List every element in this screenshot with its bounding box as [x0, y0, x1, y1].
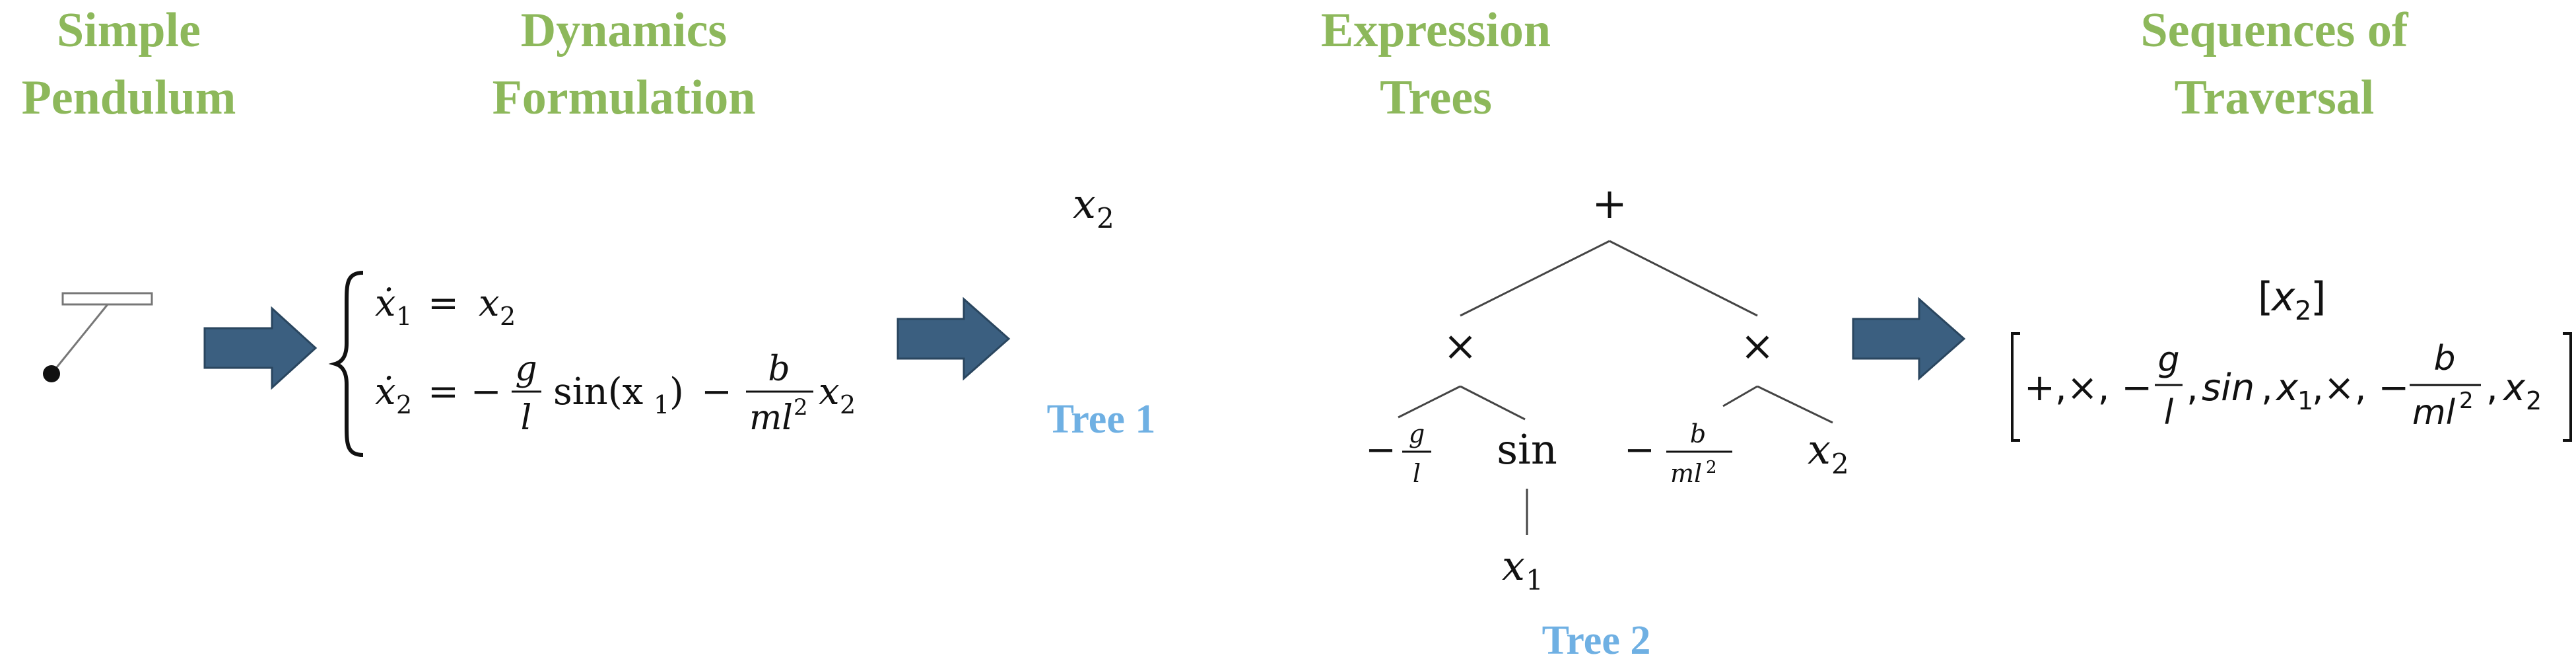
- eq1-lhs-sub: 1: [396, 302, 412, 331]
- pendulum-rod: [50, 304, 109, 374]
- tree2-leaf-sin: sin: [1497, 425, 1557, 473]
- pendulum-icon: [43, 292, 153, 382]
- seq2-plus-times-minus: +,×, −: [2024, 367, 2152, 409]
- eq2-frac2-den-sup: 2: [794, 394, 808, 421]
- equation-1: ẋ 1 = x 2: [375, 282, 516, 331]
- header-simple-pendulum-line1: Simple: [57, 3, 201, 57]
- eq2-tail: x: [819, 370, 840, 413]
- header-simple-pendulum: Simple Pendulum: [22, 3, 236, 125]
- eq1-lhs: ẋ: [375, 282, 396, 325]
- tree2-leaf-g-over-l: − g l: [1365, 419, 1431, 488]
- seq2-sin: sin: [2202, 367, 2254, 409]
- seq2-close-bracket: [2563, 332, 2572, 442]
- header-sequences-line2: Traversal: [2175, 71, 2375, 125]
- header-dynamics-line1: Dynamics: [521, 3, 727, 57]
- left-brace: [328, 271, 364, 457]
- arrow-icon-3: [1852, 297, 1966, 381]
- tree2-leaf-b-num: b: [1690, 419, 1706, 448]
- eq2-frac2-num: b: [768, 349, 790, 389]
- seq2-x1-sub: 1: [2297, 386, 2313, 415]
- eq2-minus: −: [701, 370, 732, 413]
- seq2-x2: x: [2502, 367, 2526, 409]
- seq2-frac2-num: b: [2433, 339, 2455, 378]
- equation-2: ẋ 2 = − g l sin(x 1 ) − b ml 2 x 2: [375, 349, 856, 438]
- tree2-root-plus: +: [1592, 180, 1627, 228]
- seq1-x: x: [2270, 274, 2295, 320]
- pendulum-bob: [43, 365, 60, 382]
- tree2-left-times: ×: [1443, 322, 1477, 370]
- tree2-leaf-x1-sub: 1: [1526, 564, 1543, 596]
- header-simple-pendulum-line2: Pendulum: [22, 71, 236, 125]
- tree2-leaf-b-over-ml2: − b ml 2: [1624, 419, 1732, 488]
- tree2-leaf-b-minus: −: [1624, 429, 1655, 472]
- pendulum-pivot: [61, 292, 153, 306]
- tree2-right-times: ×: [1740, 322, 1775, 370]
- seq2-x1: x: [2275, 367, 2299, 409]
- header-expression-line1: Expression: [1321, 3, 1551, 57]
- header-dynamics-line2: Formulation: [492, 71, 756, 125]
- tree2-leaf-x2-sub: 2: [1831, 448, 1849, 480]
- tree2-leaf-g-num: g: [1409, 419, 1425, 448]
- seq2-frac2-den: ml: [2412, 393, 2456, 433]
- eq2-lhs-sub: 2: [396, 390, 412, 419]
- tree-2: + × × − g l sin x 1 − b ml 2 x 2 Tree 2: [1365, 180, 1849, 663]
- seq1-sub: 2: [2295, 296, 2311, 326]
- seq2-x2-sub: 2: [2526, 386, 2542, 415]
- tree2-label: Tree 2: [1542, 618, 1651, 663]
- sequence-1: [ x 2 ]: [2258, 274, 2326, 326]
- tree1-root-sub: 2: [1097, 202, 1114, 234]
- header-sequences-of-traversal: Sequences of Traversal: [2141, 3, 2409, 125]
- seq2-times-minus: ,×, −: [2312, 367, 2409, 409]
- tree1-root-x: x: [1073, 180, 1096, 228]
- eq2-sin-close: ): [669, 370, 684, 413]
- arrow-icon-1: [203, 306, 318, 390]
- sequence-2: +,×, − g l , sin , x 1 ,×, − b ml 2 , x …: [2011, 332, 2572, 442]
- eq2-frac1-num: g: [515, 349, 537, 389]
- seq2-comma-3: ,: [2486, 367, 2498, 409]
- eq2-lhs: ẋ: [375, 370, 396, 413]
- seq2-frac1-num: g: [2157, 340, 2179, 380]
- tree2-leaf-x2: x: [1808, 425, 1831, 473]
- eq2-frac1-den: l: [521, 398, 532, 438]
- eq2-tail-sub: 2: [840, 390, 856, 419]
- arrow-icon-2: [897, 297, 1011, 381]
- tree1-label: Tree 1: [1047, 397, 1156, 442]
- eq2-frac2-den: ml: [749, 398, 793, 438]
- seq1-open-bracket: [: [2258, 274, 2273, 320]
- seq2-comma-2: ,: [2261, 367, 2273, 409]
- header-sequences-line1: Sequences of: [2141, 3, 2409, 57]
- tree-1: x 2 Tree 1: [1047, 180, 1156, 442]
- tree2-leaf-b-den: ml: [1670, 459, 1702, 488]
- eq1-rhs-sub: 2: [500, 302, 516, 331]
- tree2-edges: [1398, 240, 1833, 535]
- seq2-frac2-den-sup: 2: [2459, 388, 2474, 414]
- tree2-leaf-g-den: l: [1413, 459, 1421, 488]
- seq2-open-bracket: [2011, 332, 2020, 442]
- eq1-rhs: x: [479, 282, 500, 325]
- eq1-equals: =: [428, 282, 459, 325]
- header-expression-trees: Expression Trees: [1321, 3, 1551, 125]
- dynamics-equations: ẋ 1 = x 2 ẋ 2 = − g l sin(x 1 ) − b ml 2…: [328, 271, 856, 457]
- seq2-frac1-den: l: [2164, 393, 2174, 433]
- eq2-sin-sub: 1: [654, 390, 669, 419]
- eq2-equals-minus: = −: [428, 370, 502, 413]
- header-dynamics-formulation: Dynamics Formulation: [492, 3, 756, 125]
- tree2-leaf-b-den-sup: 2: [1706, 458, 1717, 477]
- seq2-comma-1: ,: [2186, 367, 2198, 409]
- eq2-sin: sin(x: [553, 370, 643, 413]
- seq1-close-bracket: ]: [2311, 274, 2326, 320]
- tree2-leaf-g-minus: −: [1365, 429, 1396, 472]
- header-expression-line2: Trees: [1380, 71, 1492, 125]
- tree2-leaf-x1: x: [1502, 542, 1525, 590]
